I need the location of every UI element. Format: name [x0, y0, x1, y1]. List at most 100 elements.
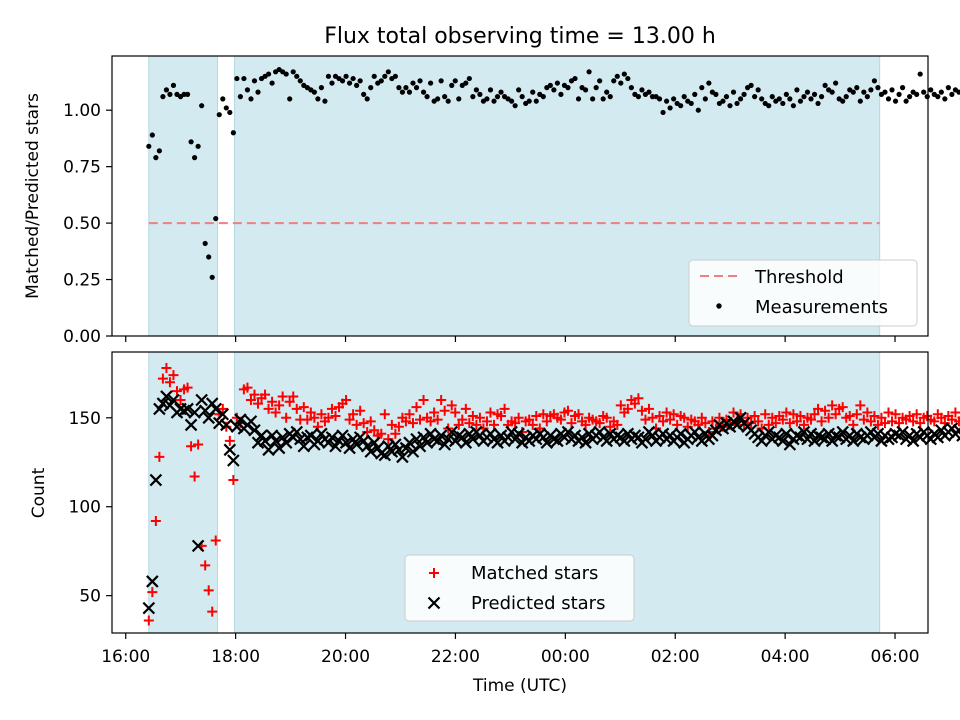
measurement-point — [864, 94, 870, 100]
measurement-point — [403, 85, 409, 91]
measurement-point — [776, 96, 782, 102]
matched-star-point — [820, 405, 831, 416]
matched-star-point — [816, 416, 827, 427]
predicted-star-point — [378, 448, 392, 462]
measurement-point — [808, 96, 814, 102]
matched-star-point — [182, 382, 193, 393]
matched-star-point — [682, 421, 693, 432]
measurement-point — [325, 73, 332, 79]
top-y-axis: 0.00 0.25 0.50 0.75 1.00 — [63, 101, 112, 347]
matched-star-point — [210, 535, 221, 546]
measurement-point — [928, 87, 934, 93]
measurement-point — [706, 80, 712, 86]
matched-star-point — [865, 416, 876, 427]
measurement-point — [938, 89, 944, 95]
matched-star-point — [538, 409, 549, 420]
measurement-point — [949, 91, 955, 97]
predicted-star-point — [790, 429, 804, 442]
matched-star-point — [872, 419, 883, 430]
measurement-point — [445, 98, 451, 104]
predicted-star-point — [445, 425, 459, 439]
predicted-star-point — [336, 429, 349, 442]
predicted-star-point — [202, 411, 215, 425]
matched-star-point — [200, 560, 211, 571]
measurement-point — [519, 94, 525, 100]
measurement-point — [586, 69, 592, 75]
matched-star-point — [175, 395, 186, 406]
measurement-point — [604, 89, 610, 95]
measurement-point — [269, 80, 275, 86]
measurement-point — [804, 89, 811, 95]
measurement-point — [209, 274, 215, 280]
matched-star-point — [555, 414, 566, 425]
measurement-point — [759, 96, 765, 102]
measurement-point — [790, 103, 796, 109]
matched-star-point — [946, 414, 957, 425]
measurement-point — [692, 91, 698, 97]
matched-star-point — [277, 391, 288, 402]
legend-threshold-label: Threshold — [754, 267, 844, 288]
measurement-point — [945, 85, 951, 91]
measurement-point — [935, 94, 941, 100]
measurement-point — [892, 98, 899, 104]
measurement-point — [618, 80, 624, 86]
matched-star-point — [911, 409, 922, 420]
matched-star-point — [376, 428, 387, 439]
measurement-point — [840, 98, 846, 104]
matched-star-point — [362, 427, 373, 438]
x-tick-label: 22:00 — [431, 647, 480, 667]
measurement-point — [889, 87, 895, 93]
matched-star-point — [830, 409, 841, 420]
measurement-point — [512, 103, 518, 109]
bottom-y-axis: 50 100 150 — [69, 409, 112, 607]
measurement-point — [487, 87, 494, 93]
matched-star-point — [672, 419, 683, 430]
predicted-star-point — [364, 445, 377, 458]
measurement-point — [417, 78, 423, 84]
predicted-star-point — [551, 434, 564, 448]
matched-star-point — [432, 414, 443, 425]
measurement-point — [473, 87, 479, 93]
measurement-point — [315, 96, 321, 102]
y-tick-label: 0.00 — [63, 327, 101, 347]
predicted-star-point — [846, 434, 860, 448]
matched-star-point — [305, 407, 316, 418]
matched-star-point — [231, 412, 242, 423]
measurement-point — [343, 73, 349, 79]
predicted-star-point — [160, 390, 173, 403]
measurement-point — [540, 94, 546, 100]
predicted-star-point — [829, 429, 842, 442]
matched-star-point — [643, 403, 654, 414]
predicted-star-point — [343, 441, 356, 455]
measurement-point — [702, 96, 708, 102]
matched-star-point — [365, 416, 376, 427]
matched-star-point — [837, 402, 848, 413]
measurement-point — [942, 96, 948, 102]
predicted-star-point — [279, 436, 293, 449]
matched-star-point — [594, 418, 605, 429]
predicted-star-point — [146, 575, 159, 588]
predicted-star-point — [896, 425, 909, 439]
matched-star-point — [242, 382, 253, 393]
matched-star-point — [665, 414, 676, 425]
bottom-y-axis-label: Count — [29, 467, 49, 518]
matched-star-point — [193, 439, 204, 450]
matched-star-point — [908, 416, 919, 427]
matched-star-point — [302, 414, 313, 425]
matched-star-point — [291, 403, 302, 414]
matched-star-point — [464, 418, 475, 429]
measurement-point — [290, 69, 296, 75]
matched-star-point — [467, 411, 478, 422]
predicted-star-point — [811, 429, 825, 442]
predicted-star-point — [561, 425, 575, 439]
matched-star-point — [753, 416, 764, 427]
measurement-point — [667, 105, 673, 111]
measurement-point — [146, 143, 152, 149]
matched-star-point — [496, 411, 507, 422]
matched-star-point — [404, 409, 415, 420]
x-tick-label: 06:00 — [871, 647, 920, 667]
y-tick-label: 1.00 — [63, 101, 101, 121]
measurement-point — [554, 80, 560, 86]
matched-star-point — [326, 403, 337, 414]
